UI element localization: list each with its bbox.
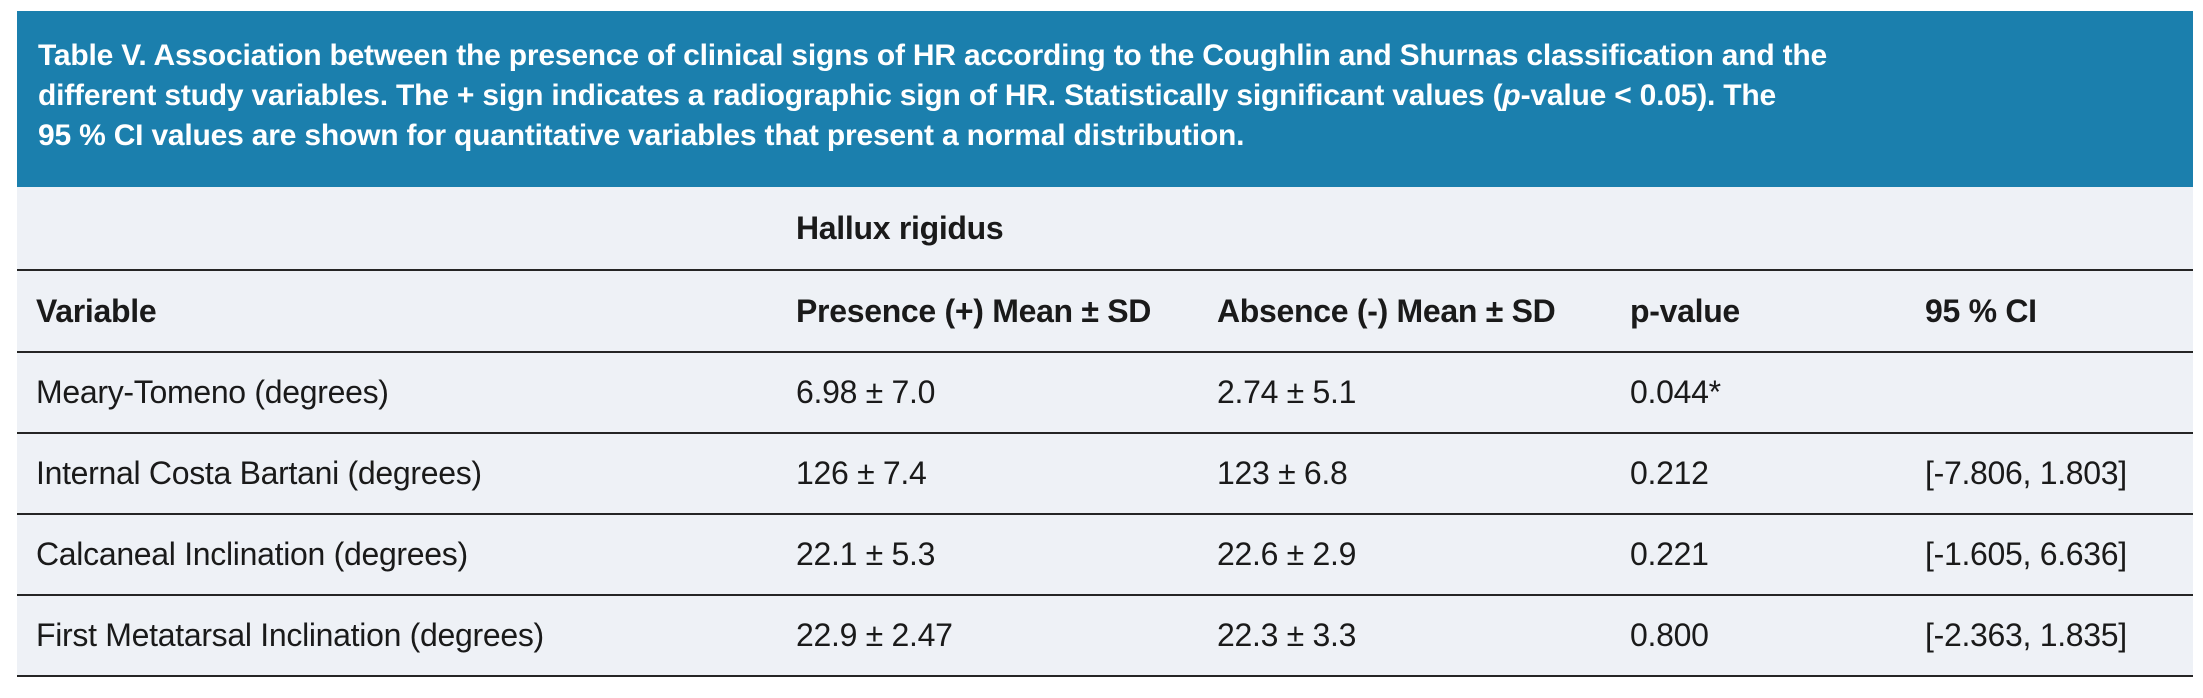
table-row: Meary-Tomeno (degrees) 6.98 ± 7.0 2.74 ±… xyxy=(17,352,2194,434)
results-table: Hallux rigidus Variable Presence (+) Mea… xyxy=(17,187,2194,677)
column-header-p-value: p-value xyxy=(1630,270,1925,353)
table-caption-banner: Table V. Association between the presenc… xyxy=(17,11,2193,187)
group-header-row: Hallux rigidus xyxy=(17,187,2194,271)
caption-line-2-pre: different study variables. The + sign in… xyxy=(38,79,1503,112)
cell-absence: 123 ± 6.8 xyxy=(1217,433,1630,515)
table-row: Calcaneal Inclination (degrees) 22.1 ± 5… xyxy=(17,514,2194,596)
cell-ci xyxy=(1925,352,2194,434)
cell-presence: 126 ± 7.4 xyxy=(796,433,1217,515)
cell-p-value: 0.044* xyxy=(1630,352,1925,434)
cell-variable: Calcaneal Inclination (degrees) xyxy=(17,514,796,596)
cell-presence: 22.9 ± 2.47 xyxy=(796,595,1217,677)
cell-ci: [-1.605, 6.636] xyxy=(1925,514,2194,596)
cell-variable: First Metatarsal Inclination (degrees) xyxy=(17,595,796,677)
column-header-ci: 95 % CI xyxy=(1925,270,2194,353)
cell-p-value: 0.800 xyxy=(1630,595,1925,677)
table-row: First Metatarsal Inclination (degrees) 2… xyxy=(17,595,2194,677)
caption-line-2-italic-p: p xyxy=(1502,79,1521,112)
column-header-absence: Absence (-) Mean ± SD xyxy=(1217,270,1630,353)
group-header-label: Hallux rigidus xyxy=(796,187,2194,271)
cell-absence: 22.3 ± 3.3 xyxy=(1217,595,1630,677)
cell-ci: [-7.806, 1.803] xyxy=(1925,433,2194,515)
caption-line-2-post: -value < 0.05). The xyxy=(1520,79,1777,112)
group-header-spacer xyxy=(17,187,796,271)
cell-p-value: 0.221 xyxy=(1630,514,1925,596)
cell-ci: [-2.363, 1.835] xyxy=(1925,595,2194,677)
caption-line-1: Table V. Association between the presenc… xyxy=(38,39,1828,72)
cell-presence: 22.1 ± 5.3 xyxy=(796,514,1217,596)
cell-presence: 6.98 ± 7.0 xyxy=(796,352,1217,434)
column-header-row: Variable Presence (+) Mean ± SD Absence … xyxy=(17,270,2194,353)
column-header-presence: Presence (+) Mean ± SD xyxy=(796,270,1217,353)
table-row: Internal Costa Bartani (degrees) 126 ± 7… xyxy=(17,433,2194,515)
cell-variable: Internal Costa Bartani (degrees) xyxy=(17,433,796,515)
cell-absence: 2.74 ± 5.1 xyxy=(1217,352,1630,434)
cell-variable: Meary-Tomeno (degrees) xyxy=(17,352,796,434)
caption-line-2: different study variables. The + sign in… xyxy=(38,76,2163,116)
caption-line-3: 95 % CI values are shown for quantitativ… xyxy=(38,119,1245,152)
cell-absence: 22.6 ± 2.9 xyxy=(1217,514,1630,596)
column-header-variable: Variable xyxy=(17,270,796,353)
cell-p-value: 0.212 xyxy=(1630,433,1925,515)
